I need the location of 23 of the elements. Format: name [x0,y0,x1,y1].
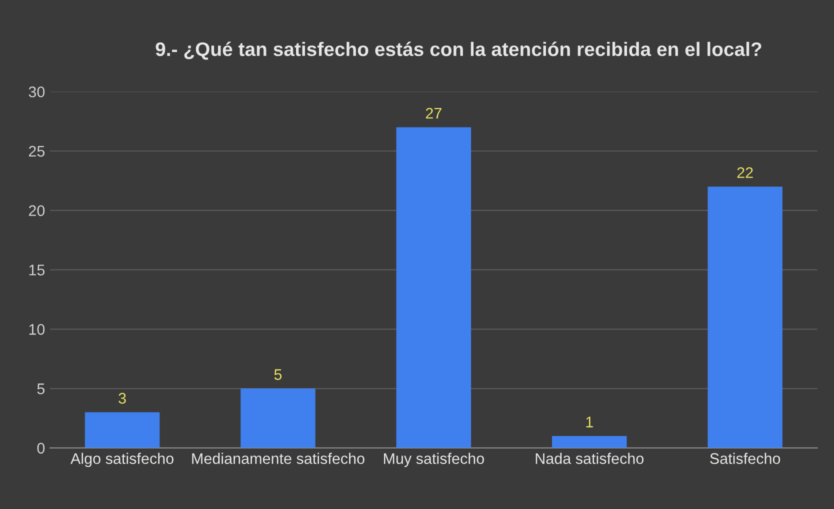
y-tick-label: 15 [29,264,45,276]
chart-title: 9.- ¿Qué tan satisfecho estás con la atención recibida en el local? [156,42,762,60]
x-tick-label: Muy satisfecho [384,452,484,468]
bar [552,436,627,448]
bar [240,388,316,448]
x-tick-label: Medianamente satisfecho [192,452,364,464]
x-tick-label: Satisfecho [710,452,780,464]
data-label: 1 [586,416,593,428]
bar [708,186,782,448]
data-label: 22 [737,167,753,178]
bar [84,412,160,448]
data-label: 3 [118,392,126,404]
data-label: 27 [426,108,442,119]
y-tick-label: 30 [28,86,45,98]
x-tick-label: Nada satisfecho [536,452,644,464]
y-tick-label: 5 [37,384,45,394]
y-tick-label: 20 [28,205,45,216]
bar [396,127,472,448]
y-tick-label: 10 [29,324,45,335]
y-tick-label: 25 [28,146,45,157]
x-tick-label: Algo satisfecho [70,452,174,468]
data-label: 5 [274,369,282,380]
y-tick-label: 0 [37,442,45,454]
